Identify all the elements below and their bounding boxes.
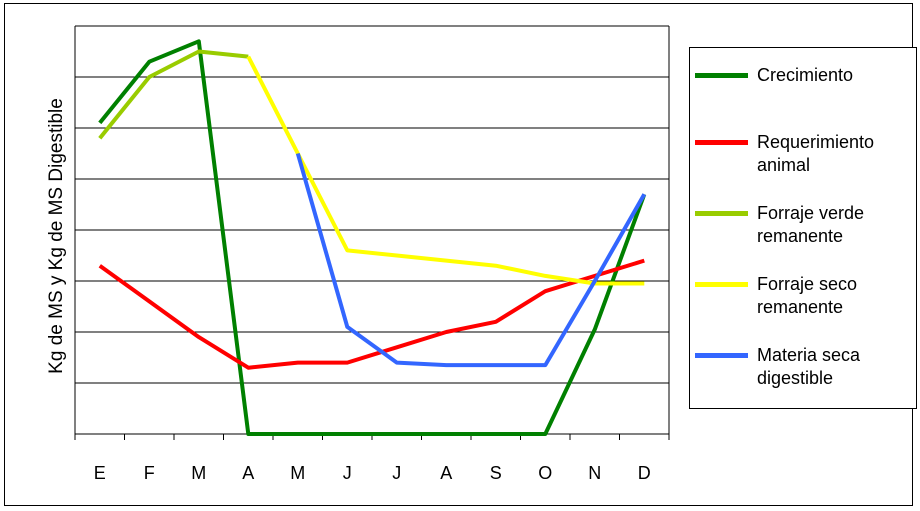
axes	[74, 26, 670, 440]
legend-label: Forraje verde remanente	[757, 202, 864, 248]
series-line	[295, 152, 647, 368]
legend-label-line1: Forraje seco	[757, 274, 858, 294]
y-axis-label: Kg de MS y Kg de MS Digestible	[46, 98, 67, 374]
x-tick-label: F	[144, 463, 155, 483]
x-tick-label: E	[94, 463, 106, 483]
x-tick-label: M	[191, 463, 206, 483]
legend-label: Requerimiento animal	[757, 131, 874, 177]
legend-swatch	[695, 211, 748, 216]
legend-label: Crecimiento	[757, 64, 853, 87]
series-line	[98, 258, 645, 370]
legend-swatch	[695, 282, 748, 287]
legend-swatch	[695, 73, 748, 78]
x-tick-label: M	[290, 463, 305, 483]
x-tick-label: O	[538, 463, 552, 483]
x-tick-label: A	[242, 463, 254, 483]
legend-label-line1: Materia seca	[757, 345, 861, 365]
x-tick-label: S	[490, 463, 502, 483]
legend-swatch	[695, 353, 748, 358]
legend-label-line1: Crecimiento	[757, 65, 854, 85]
legend-label-line2: remanente	[757, 297, 844, 317]
series-line	[98, 49, 249, 140]
legend-label-line2: digestible	[757, 368, 834, 388]
legend-label: Materia seca digestible	[757, 344, 860, 390]
gridlines	[75, 25, 669, 384]
series-line	[98, 39, 647, 436]
legend: Crecimiento Requerimiento animal Forraje ve…	[689, 47, 917, 409]
legend-label-line1: Forraje verde	[757, 203, 865, 223]
x-tick-label: J	[343, 463, 352, 483]
x-tick-label: D	[638, 463, 651, 483]
series-line	[246, 55, 645, 286]
x-tick-label: A	[440, 463, 452, 483]
legend-swatch	[695, 140, 748, 145]
legend-label-line2: remanente	[757, 226, 844, 246]
series-lines	[98, 39, 647, 436]
x-tick-label: J	[392, 463, 401, 483]
legend-label-line1: Requerimiento	[757, 132, 875, 152]
x-tick-label: N	[588, 463, 601, 483]
legend-label-line2: animal	[757, 155, 811, 175]
legend-label: Forraje seco remanente	[757, 273, 857, 319]
